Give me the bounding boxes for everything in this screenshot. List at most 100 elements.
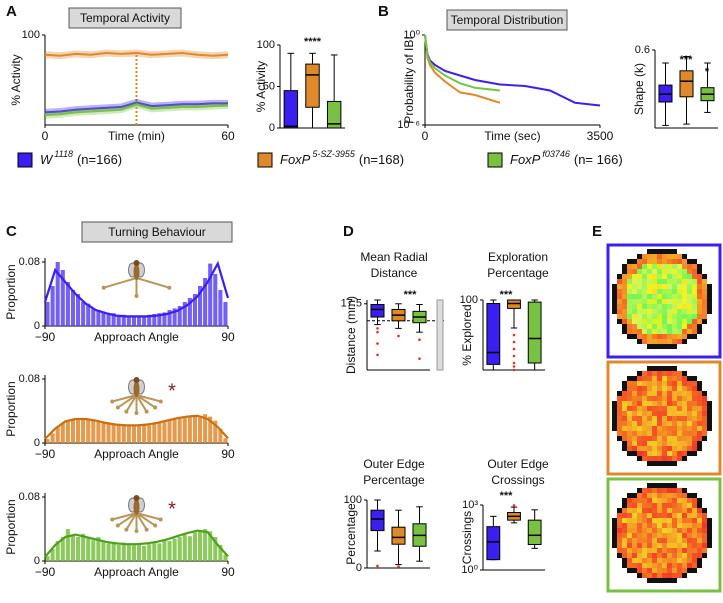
heatmap-cell (642, 396, 647, 401)
heatmap-cell (662, 543, 667, 548)
heatmap-cell (627, 528, 632, 533)
bar (137, 425, 142, 443)
heatmap-cell (662, 513, 667, 518)
bar (172, 538, 177, 561)
heatmap-cell (692, 386, 697, 391)
heatmap-edge (637, 456, 642, 461)
heatmap-cell (652, 329, 657, 334)
heatmap-cell (687, 426, 692, 431)
fly-head (133, 495, 140, 501)
heatmap-cell (652, 446, 657, 451)
side-bar (436, 299, 444, 371)
heatmap-cell (652, 558, 657, 563)
heatmap-cell (657, 386, 662, 391)
heatmap-edge (707, 421, 712, 426)
bar (126, 544, 131, 561)
heatmap-cell (652, 563, 657, 568)
heatmap-cell (647, 284, 652, 289)
heatmap-cell (647, 523, 652, 528)
heatmap-cell (697, 396, 702, 401)
heatmap-cell (677, 436, 682, 441)
heatmap-edge (622, 264, 627, 269)
bar (81, 302, 86, 326)
heatmap-edge (612, 533, 617, 538)
heatmap-cell (672, 451, 677, 456)
bar (198, 286, 203, 326)
heatmap-cell (652, 401, 657, 406)
heatmap-cell (652, 513, 657, 518)
heatmap-cell (632, 513, 637, 518)
heatmap-edge (622, 324, 627, 329)
x-tick-label: −90 (35, 565, 56, 579)
outlier (376, 327, 379, 330)
bar (60, 423, 65, 443)
heatmap-cell (702, 538, 707, 543)
heatmap-edge (707, 518, 712, 523)
heatmap-cell (652, 528, 657, 533)
heatmap-cell (667, 436, 672, 441)
heatmap-cell (677, 411, 682, 416)
heatmap-cell (622, 518, 627, 523)
box (391, 526, 406, 545)
y-axis-label: Percentage (344, 503, 358, 565)
heatmap-cell (662, 426, 667, 431)
heatmap-edge (647, 366, 652, 371)
heatmap-cell (652, 416, 657, 421)
annotation: *** (500, 289, 514, 301)
heatmap-cell (662, 553, 667, 558)
heatmap-cell (637, 406, 642, 411)
y-tick-label: 10⁻⁶ (397, 119, 420, 131)
heatmap-cell (657, 309, 662, 314)
heatmap-cell (622, 528, 627, 533)
heatmap-cell (657, 426, 662, 431)
heatmap-cell (672, 386, 677, 391)
heatmap-cell (672, 543, 677, 548)
x-tick-label: 90 (221, 330, 235, 344)
heatmap-edge (687, 568, 692, 573)
bar (96, 310, 101, 326)
legend-label: FoxP 5-SZ-3955 (n=168) (280, 149, 404, 167)
heatmap-cell (637, 376, 642, 381)
heatmap-cell (662, 396, 667, 401)
heatmap-cell (662, 441, 667, 446)
bar (96, 421, 101, 443)
heatmap-cell (682, 319, 687, 324)
series-line (424, 34, 501, 92)
heatmap-cell (632, 269, 637, 274)
heatmap-edge (652, 461, 657, 466)
heatmap-cell (672, 523, 677, 528)
heatmap-edge (667, 461, 672, 466)
bar (137, 316, 142, 326)
heatmap-cell (637, 508, 642, 513)
heatmap-cell (667, 319, 672, 324)
heatmap-cell (687, 441, 692, 446)
heatmap-cell (662, 376, 667, 381)
heatmap-cell (667, 421, 672, 426)
heatmap-cell (682, 538, 687, 543)
heatmap-cell (632, 518, 637, 523)
heatmap-edge (657, 483, 662, 488)
heatmap-cell (637, 329, 642, 334)
arrow (125, 394, 138, 413)
heatmap-cell (677, 558, 682, 563)
heatmap-cell (677, 391, 682, 396)
heatmap-cell (637, 391, 642, 396)
heatmap-cell (642, 264, 647, 269)
heatmap-cell (642, 488, 647, 493)
arrow-head (158, 517, 163, 522)
heatmap-cell (667, 259, 672, 264)
heatmap-cell (662, 304, 667, 309)
heatmap-cell (627, 553, 632, 558)
heatmap-cell (667, 254, 672, 259)
heatmap-cell (667, 503, 672, 508)
heatmap-cell (652, 264, 657, 269)
heatmap-cell (627, 279, 632, 284)
bar (187, 298, 192, 326)
heatmap-edge (657, 578, 662, 583)
heatmap-cell (662, 446, 667, 451)
heatmap-cell (627, 426, 632, 431)
heatmap-cell (637, 396, 642, 401)
bar (70, 419, 75, 443)
heatmap-edge (612, 294, 617, 299)
heatmap-cell (637, 533, 642, 538)
